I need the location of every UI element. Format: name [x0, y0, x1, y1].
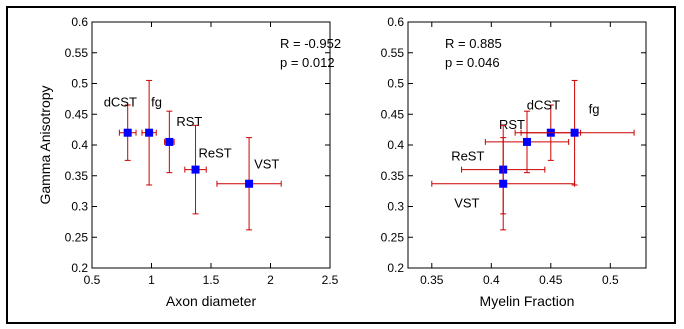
y-tick-label: 0.45	[381, 107, 405, 121]
y-tick-label: 0.6	[71, 15, 88, 29]
point-label: VST	[254, 157, 279, 172]
y-tick-label: 0.55	[65, 46, 89, 60]
stat-annotation: p = 0.012	[280, 55, 335, 70]
point-label: ReST	[199, 146, 232, 161]
x-tick-label: 1	[148, 273, 155, 287]
data-marker	[165, 137, 174, 146]
x-tick-label: 2.5	[322, 273, 339, 287]
y-tick-label: 0.5	[71, 77, 88, 91]
y-tick-label: 0.35	[65, 169, 89, 183]
x-tick-label: 0.5	[602, 273, 619, 287]
y-tick-label: 0.3	[387, 200, 404, 214]
y-axis-label: Gamma Anisotropy	[37, 85, 53, 204]
point-label: fg	[151, 95, 162, 110]
stat-annotation: p = 0.046	[445, 55, 500, 70]
data-point-fg: fg	[514, 79, 635, 186]
figure-frame	[6, 6, 676, 324]
y-tick-label: 0.25	[65, 230, 89, 244]
data-point-dcst: dCST	[104, 95, 137, 161]
point-label: dCST	[527, 98, 560, 113]
y-tick-label: 0.4	[387, 138, 404, 152]
y-tick-label: 0.25	[381, 230, 405, 244]
y-tick-label: 0.5	[387, 77, 404, 91]
point-label: dCST	[104, 95, 137, 110]
stat-annotation: R = 0.885	[445, 36, 502, 51]
data-marker	[499, 179, 508, 188]
point-label: VST	[454, 196, 479, 211]
point-label: RST	[499, 117, 525, 132]
point-label: ReST	[451, 149, 484, 164]
x-tick-label: 1.5	[203, 273, 220, 287]
data-marker	[245, 179, 254, 188]
data-point-vst: VST	[216, 137, 282, 231]
data-point-rest: ReST	[184, 124, 232, 215]
x-axis-label: Axon diameter	[166, 293, 257, 309]
y-tick-label: 0.55	[381, 46, 405, 60]
x-axis-label: Myelin Fraction	[480, 293, 575, 309]
y-tick-label: 0.4	[71, 138, 88, 152]
y-tick-label: 0.35	[381, 169, 405, 183]
y-tick-label: 0.2	[71, 261, 88, 275]
data-marker	[570, 128, 579, 137]
x-tick-label: 0.4	[483, 273, 500, 287]
chart-panel-2: 0.2 0.25 0.3 0.35 0.4 0.45 0.5 0.55 0.6 0.35 0.4 0.…	[381, 15, 647, 309]
y-tick-label: 0.6	[387, 15, 404, 29]
data-point-vst: VST	[431, 137, 576, 231]
data-marker	[523, 137, 531, 146]
data-point-fg: fg	[141, 79, 162, 186]
chart-panel-1: 0.2 0.25 0.3 0.35 0.4 0.45 0.5 0.55 0.6 0.5 1 1.5 2 2…	[37, 15, 341, 309]
stat-annotation: R = -0.952	[280, 36, 341, 51]
data-point-rst: RST	[164, 110, 202, 174]
point-label: fg	[589, 102, 600, 117]
x-tick-label: 0.5	[84, 273, 101, 287]
y-tick-label: 0.2	[387, 261, 404, 275]
y-tick-label: 0.45	[65, 107, 89, 121]
data-point-rst: RST	[484, 110, 570, 174]
data-marker	[191, 165, 200, 174]
x-tick-label: 2	[267, 273, 274, 287]
data-marker	[123, 128, 132, 137]
data-marker	[145, 128, 154, 137]
point-label: RST	[176, 114, 202, 129]
y-tick-label: 0.3	[71, 200, 88, 214]
x-tick-label: 0.45	[539, 273, 563, 287]
x-tick-label: 0.35	[420, 273, 444, 287]
